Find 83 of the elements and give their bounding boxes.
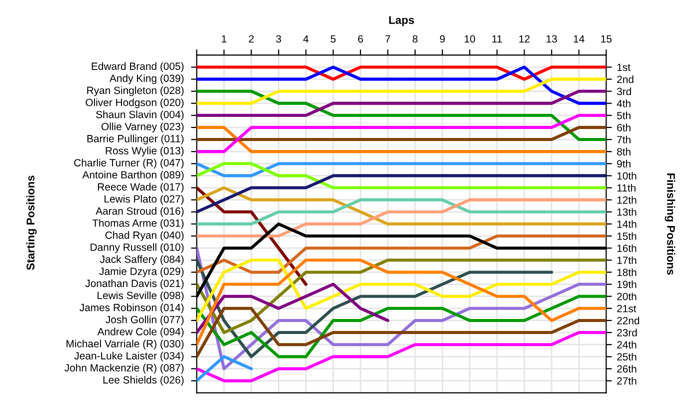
line-series <box>196 294 606 358</box>
x-tick-label: 9 <box>440 35 445 43</box>
y-tick-label: 14th <box>617 220 636 228</box>
text: Jack Saffery (084) <box>100 255 184 266</box>
x-tick-label: 5 <box>330 35 336 43</box>
text: Andrew Cole (094) <box>97 328 184 338</box>
y-tick-label: 13th <box>617 208 636 216</box>
y-tick-label: 24th <box>617 340 636 348</box>
x-tick-label: 7 <box>385 35 390 42</box>
y-tick-label: 4th <box>616 100 630 108</box>
y-tick-label: 5th <box>617 112 630 120</box>
text: Michael Varriale (R) (030) <box>66 340 184 350</box>
text: John Mackenzie (R) (087) <box>64 364 184 374</box>
text: Jean-Luke Laister (034) <box>74 352 184 362</box>
text: Oliver Hodgson (020) <box>86 98 184 108</box>
line-series <box>196 66 606 105</box>
y-tick-label: 26th <box>617 364 636 373</box>
text: Andy King (039) <box>110 74 184 84</box>
text: Ross Wylie (013) <box>106 146 184 156</box>
text: Ollie Varney (023) <box>102 122 184 132</box>
line-series <box>196 198 606 238</box>
text: Aaran Stroud (016) <box>96 207 184 217</box>
y-tick-label: 17th <box>617 256 636 264</box>
text: Lewis Plato (027) <box>104 194 184 205</box>
text: Starting Positions <box>26 176 37 270</box>
x-tick-label: 12 <box>519 35 530 42</box>
x-tick-label: 10 <box>464 35 476 43</box>
y-tick-label: 2nd <box>617 75 634 84</box>
x-tick-label: 6 <box>358 35 363 43</box>
text: Ryan Singleton (028) <box>87 86 184 96</box>
y-tick-label: 11th <box>617 184 636 192</box>
y-tick-label: 9th <box>617 160 630 168</box>
line-series <box>196 90 606 142</box>
y-tick-label: 3rd <box>617 87 631 96</box>
line-series <box>196 234 606 274</box>
y-tick-label: 12th <box>617 196 636 204</box>
text: Shaun Slavin (004) <box>96 110 184 120</box>
text: Antoine Barthon (089) <box>82 170 184 181</box>
text: Chad Ryan (040) <box>105 231 184 241</box>
y-tick-label: 6th <box>617 124 630 132</box>
text: Josh Gollin (077) <box>106 316 184 326</box>
y-tick-label: 1st <box>617 64 630 72</box>
line-series <box>196 331 606 382</box>
line-series <box>196 186 606 226</box>
x-axis-title: Laps <box>389 16 414 26</box>
x-tick-label: 3 <box>276 35 282 43</box>
text: Lewis Seville (098) <box>98 291 184 302</box>
y-tick-label: 25th <box>617 352 636 361</box>
x-tick-label: 11 <box>492 35 502 42</box>
text: Jamie Dzyra (029) <box>99 267 184 278</box>
text: Thomas Arme (031) <box>92 219 184 229</box>
y-tick-label: 21st <box>617 304 636 312</box>
x-tick-label: 2 <box>248 35 254 42</box>
text: Barrie Pullinger (011) <box>87 134 184 144</box>
y-tick-label: 22nd <box>617 316 640 324</box>
line-series <box>196 258 606 322</box>
y-tick-label: 19th <box>617 280 636 288</box>
y-tick-label: 20th <box>617 292 636 300</box>
x-tick-label: 13 <box>546 35 557 43</box>
y-tick-label: 16th <box>617 244 636 252</box>
y-tick-label: 23rd <box>617 328 637 336</box>
y-axis-title: Finishing Positions <box>664 173 676 275</box>
text: Charlie Turner (R) (047) <box>74 158 184 168</box>
line-series <box>196 282 390 334</box>
text: Danny Russell (010) <box>90 243 184 253</box>
x-tick-label: 14 <box>574 35 584 42</box>
y-tick-label: 8th <box>617 148 630 156</box>
text: James Robinson (014) <box>80 304 184 314</box>
line-series <box>196 306 606 358</box>
y-tick-label: 27th <box>617 377 636 385</box>
x-tick-label: 4 <box>303 35 308 42</box>
y-tick-label: 10th <box>617 172 636 180</box>
text: Lee Shields (026) <box>103 376 184 386</box>
x-tick-label: 1 <box>222 35 226 42</box>
y-tick-label: 7th <box>617 136 630 144</box>
text: Jonathan Davis (021) <box>85 279 184 290</box>
x-tick-label: 15 <box>601 35 612 43</box>
text: Reece Wade (017) <box>98 182 184 193</box>
text: Edward Brand (005) <box>92 62 184 72</box>
y-tick-label: 18th <box>617 268 636 276</box>
y-tick-label: 15th <box>617 232 636 240</box>
x-tick-label: 8 <box>412 35 418 43</box>
line-series <box>196 174 606 214</box>
